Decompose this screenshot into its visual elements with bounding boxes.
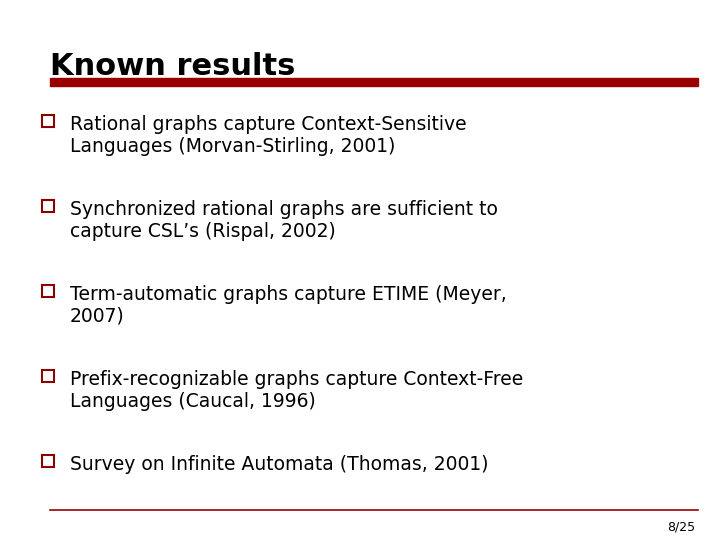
- Text: Rational graphs capture Context-Sensitive: Rational graphs capture Context-Sensitiv…: [70, 115, 467, 134]
- Text: 8/25: 8/25: [667, 520, 695, 533]
- Bar: [50, 78, 698, 86]
- Text: Known results: Known results: [50, 52, 296, 81]
- Bar: [42, 200, 54, 212]
- Bar: [42, 370, 54, 382]
- Text: Term-automatic graphs capture ETIME (Meyer,: Term-automatic graphs capture ETIME (Mey…: [70, 285, 507, 304]
- Text: Languages (Caucal, 1996): Languages (Caucal, 1996): [70, 392, 316, 411]
- Text: Synchronized rational graphs are sufficient to: Synchronized rational graphs are suffici…: [70, 200, 498, 219]
- Text: Survey on Infinite Automata (Thomas, 2001): Survey on Infinite Automata (Thomas, 200…: [70, 455, 488, 474]
- Text: capture CSL’s (Rispal, 2002): capture CSL’s (Rispal, 2002): [70, 222, 336, 241]
- Text: Languages (Morvan-Stirling, 2001): Languages (Morvan-Stirling, 2001): [70, 137, 395, 156]
- Bar: [42, 115, 54, 127]
- Bar: [42, 285, 54, 297]
- Text: Prefix-recognizable graphs capture Context-Free: Prefix-recognizable graphs capture Conte…: [70, 370, 523, 389]
- Bar: [42, 455, 54, 467]
- Text: 2007): 2007): [70, 307, 125, 326]
